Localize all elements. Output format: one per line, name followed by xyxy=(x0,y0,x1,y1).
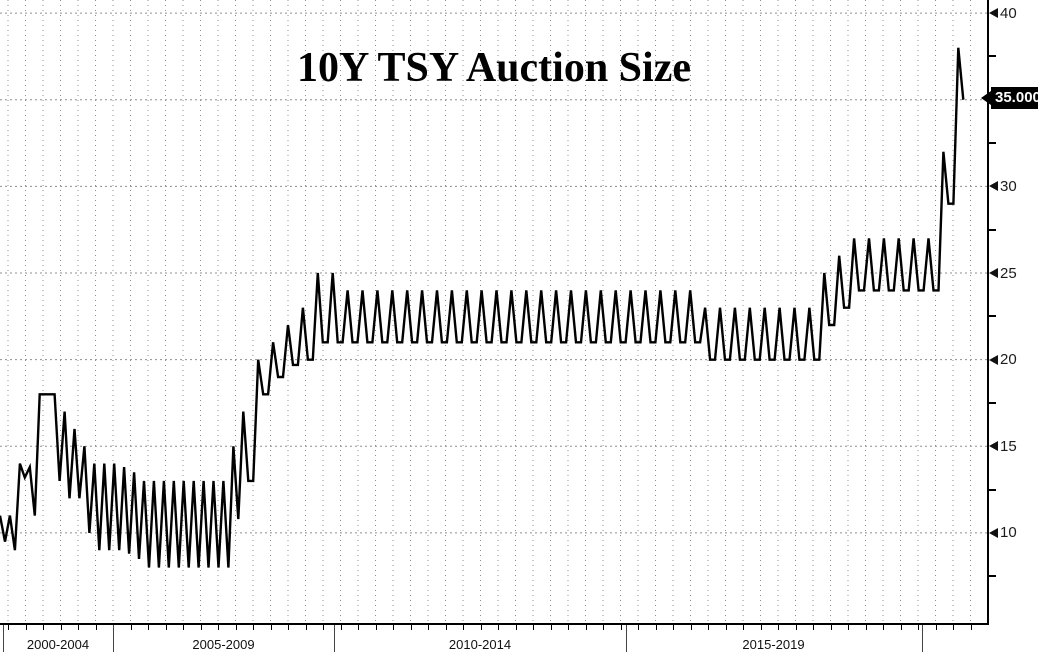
x-minor-tick xyxy=(200,625,202,630)
x-minor-tick xyxy=(95,625,97,630)
y-tick-label: 25 xyxy=(989,264,1017,282)
x-minor-tick xyxy=(918,625,919,630)
y-minor-tick xyxy=(988,401,996,404)
y-tick-label: 30 xyxy=(989,177,1017,195)
y-tick-label: 15 xyxy=(989,437,1017,455)
x-minor-tick xyxy=(585,625,587,630)
x-minor-tick xyxy=(60,625,62,630)
x-minor-tick xyxy=(900,625,902,630)
y-tick-label: 40 xyxy=(989,4,1017,22)
y-tick-label: 10 xyxy=(989,524,1017,542)
chart-title: 10Y TSY Auction Size xyxy=(297,45,691,91)
x-minor-tick xyxy=(410,625,412,630)
x-minor-tick xyxy=(445,625,447,630)
x-minor-tick xyxy=(638,625,639,630)
callout-arrow-icon xyxy=(981,90,991,105)
x-minor-tick xyxy=(603,625,604,630)
y-tick-text: 15 xyxy=(1000,437,1017,455)
x-minor-tick xyxy=(655,625,657,630)
x-minor-tick xyxy=(218,625,219,630)
y-tick-label: 20 xyxy=(989,351,1017,369)
x-minor-tick xyxy=(725,625,727,630)
x-minor-tick xyxy=(953,625,954,630)
x-minor-tick xyxy=(848,625,849,630)
y-axis-line xyxy=(987,0,989,625)
x-minor-tick xyxy=(760,625,762,630)
y-tick-text: 25 xyxy=(1000,264,1017,282)
x-minor-tick xyxy=(463,625,464,630)
x-minor-tick xyxy=(865,625,867,630)
x-axis-line xyxy=(0,623,989,625)
x-minor-tick xyxy=(323,625,324,630)
x-minor-tick xyxy=(568,625,569,630)
x-minor-tick xyxy=(743,625,744,630)
tick-arrow-icon xyxy=(989,268,998,279)
x-minor-tick xyxy=(690,625,692,630)
x-minor-tick xyxy=(515,625,517,630)
x-minor-tick xyxy=(620,625,622,630)
x-period-label: 2015-2019 xyxy=(742,637,805,652)
x-minor-tick xyxy=(43,625,44,630)
y-minor-tick xyxy=(988,55,996,58)
tick-arrow-icon xyxy=(989,8,998,19)
x-minor-tick xyxy=(393,625,394,630)
x-minor-tick xyxy=(253,625,254,630)
x-minor-tick xyxy=(795,625,797,630)
x-period-separator xyxy=(626,625,627,652)
x-minor-tick xyxy=(830,625,832,630)
x-period-label: 2010-2014 xyxy=(448,637,512,652)
y-minor-tick xyxy=(988,488,996,491)
y-tick-text: 30 xyxy=(1000,177,1017,195)
tick-arrow-icon xyxy=(989,527,998,538)
x-minor-tick xyxy=(165,625,167,630)
x-minor-tick xyxy=(288,625,289,630)
auction-size-line xyxy=(0,47,965,568)
tick-arrow-icon xyxy=(989,441,998,452)
x-minor-tick xyxy=(673,625,674,630)
x-period-label: 2000-2004 xyxy=(26,637,90,652)
y-tick-text: 40 xyxy=(1000,4,1017,22)
tick-arrow-icon xyxy=(989,354,998,365)
x-minor-tick xyxy=(235,625,237,630)
y-minor-tick xyxy=(988,228,996,231)
x-period-separator xyxy=(113,625,114,652)
x-minor-tick xyxy=(148,625,149,630)
y-minor-tick xyxy=(988,142,996,145)
last-price-callout: 35.000 xyxy=(981,86,1038,109)
x-minor-tick xyxy=(375,625,377,630)
x-period-separator xyxy=(922,625,923,652)
x-minor-tick xyxy=(8,625,9,630)
x-minor-tick xyxy=(130,625,132,630)
x-minor-tick xyxy=(498,625,499,630)
y-tick-text: 20 xyxy=(1000,351,1017,369)
x-minor-tick xyxy=(25,625,27,630)
y-minor-tick xyxy=(988,575,996,578)
x-minor-tick xyxy=(428,625,429,630)
x-minor-tick xyxy=(935,625,937,630)
x-minor-tick xyxy=(183,625,184,630)
x-minor-tick xyxy=(970,625,972,630)
x-period-separator xyxy=(334,625,335,652)
x-minor-tick xyxy=(358,625,359,630)
x-minor-tick xyxy=(340,625,342,630)
x-minor-tick xyxy=(270,625,272,630)
x-period-separator xyxy=(3,625,4,652)
x-minor-tick xyxy=(480,625,482,630)
x-minor-tick xyxy=(550,625,552,630)
x-minor-tick xyxy=(883,625,884,630)
y-minor-tick xyxy=(988,315,996,318)
tick-arrow-icon xyxy=(989,181,998,192)
x-minor-tick xyxy=(708,625,709,630)
y-tick-text: 10 xyxy=(1000,524,1017,542)
x-period-label: 2005-2009 xyxy=(192,637,255,652)
x-minor-tick xyxy=(778,625,779,630)
x-minor-tick xyxy=(78,625,79,630)
x-minor-tick xyxy=(305,625,307,630)
x-minor-tick xyxy=(813,625,814,630)
plot-area xyxy=(0,0,988,623)
x-minor-tick xyxy=(533,625,534,630)
callout-value: 35.000 xyxy=(991,86,1038,109)
